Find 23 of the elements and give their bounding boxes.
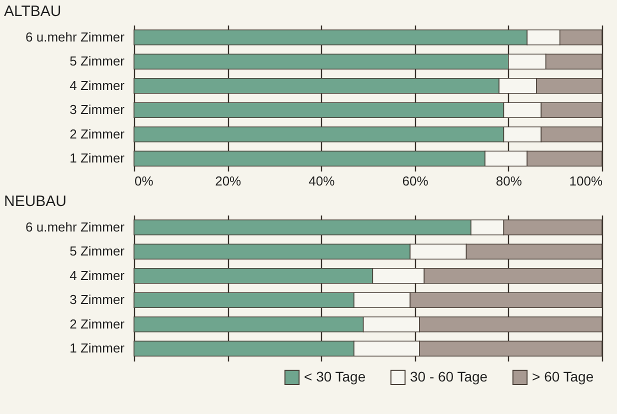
legend-label: > 60 Tage [532,368,594,384]
y-tick-label: 4 Zimmer [70,78,126,93]
x-tick-label: 60% [402,174,429,188]
legend-label: < 30 Tage [304,368,366,384]
y-tick-label: 2 Zimmer [70,126,126,142]
y-tick-label: 6 u.mehr Zimmer [26,29,126,44]
y-tick-label: 5 Zimmer [70,54,126,69]
y-tick-label: 5 Zimmer [70,244,126,259]
x-tick-label: 100% [569,174,603,188]
y-tick-label: 4 Zimmer [70,268,126,283]
y-tick-label: 3 Zimmer [70,102,126,118]
x-tick-label: 80% [496,174,522,188]
x-tick-label: 20% [215,174,242,188]
y-tick-label: 1 Zimmer [70,150,126,166]
x-tick-label: 40% [308,174,336,188]
y-tick-label: 1 Zimmer [70,340,126,356]
x-tick-label: 0% [134,174,154,188]
y-tick-label: 2 Zimmer [70,316,126,332]
chart-title: NEUBAU [4,193,67,210]
legend-label: 30 - 60 Tage [410,368,488,384]
y-tick-label: 6 u.mehr Zimmer [26,219,126,234]
chart-title: ALTBAU [4,3,62,20]
y-tick-label: 3 Zimmer [70,292,126,308]
